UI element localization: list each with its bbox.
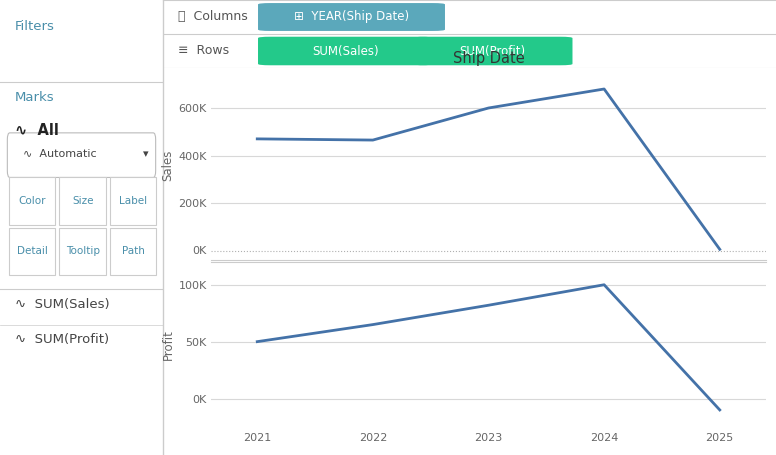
Text: ∿  All: ∿ All bbox=[15, 123, 58, 138]
FancyBboxPatch shape bbox=[110, 228, 157, 275]
Text: Path: Path bbox=[122, 247, 144, 256]
Text: SUM(Sales): SUM(Sales) bbox=[313, 45, 379, 57]
Text: ∿  SUM(Profit): ∿ SUM(Profit) bbox=[15, 333, 109, 346]
Text: Label: Label bbox=[120, 197, 147, 206]
Y-axis label: Sales: Sales bbox=[161, 149, 175, 181]
Y-axis label: Profit: Profit bbox=[161, 329, 175, 360]
Title: Ship Date: Ship Date bbox=[452, 51, 525, 66]
Text: Tooltip: Tooltip bbox=[66, 247, 100, 256]
FancyBboxPatch shape bbox=[110, 177, 157, 225]
FancyBboxPatch shape bbox=[258, 3, 445, 31]
Text: ≡  Rows: ≡ Rows bbox=[178, 45, 230, 57]
FancyBboxPatch shape bbox=[258, 37, 433, 65]
FancyBboxPatch shape bbox=[7, 133, 156, 177]
Text: Color: Color bbox=[19, 197, 46, 206]
Text: Size: Size bbox=[72, 197, 93, 206]
Text: Filters: Filters bbox=[15, 20, 54, 34]
Text: SUM(Profit): SUM(Profit) bbox=[459, 45, 526, 57]
Text: Marks: Marks bbox=[15, 91, 54, 104]
FancyBboxPatch shape bbox=[9, 177, 55, 225]
Text: ∿  Automatic: ∿ Automatic bbox=[23, 149, 96, 159]
FancyBboxPatch shape bbox=[413, 37, 573, 65]
FancyBboxPatch shape bbox=[9, 228, 55, 275]
FancyBboxPatch shape bbox=[60, 177, 106, 225]
Text: Detail: Detail bbox=[17, 247, 47, 256]
Text: ⊞  YEAR(Ship Date): ⊞ YEAR(Ship Date) bbox=[294, 10, 410, 23]
Text: ▾: ▾ bbox=[143, 149, 148, 159]
FancyBboxPatch shape bbox=[60, 228, 106, 275]
Text: ⫶  Columns: ⫶ Columns bbox=[178, 10, 248, 23]
Text: ∿  SUM(Sales): ∿ SUM(Sales) bbox=[15, 298, 109, 311]
